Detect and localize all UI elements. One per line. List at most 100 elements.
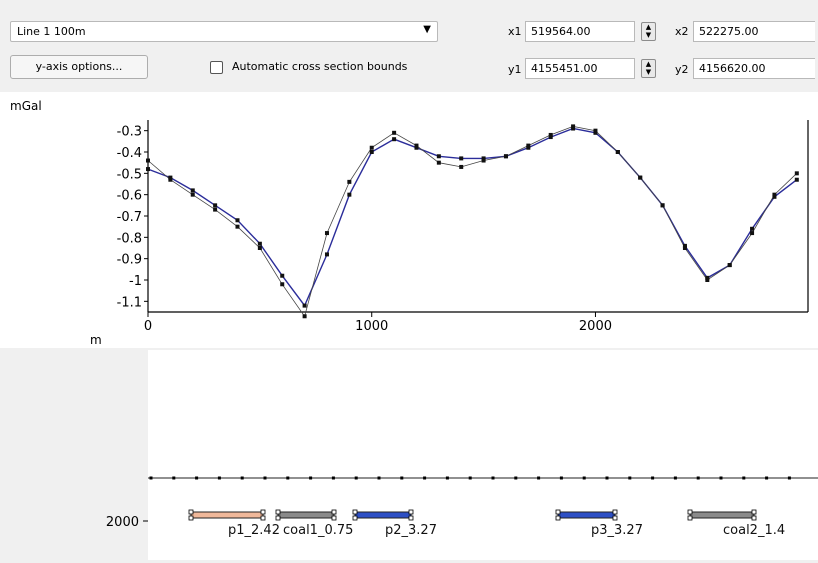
modeled-line — [147, 127, 798, 307]
data-point — [593, 128, 598, 133]
station-marker — [537, 476, 541, 480]
data-point — [615, 150, 620, 154]
y-tick-label: -0.4 — [117, 146, 142, 161]
data-point — [235, 218, 240, 223]
data-point — [168, 175, 173, 180]
y-axis-title: mGal — [10, 99, 42, 113]
data-point — [213, 203, 218, 208]
data-point — [459, 164, 464, 169]
data-point — [436, 154, 441, 159]
auto-bounds-checkbox[interactable] — [210, 61, 223, 74]
section-body — [277, 511, 335, 519]
data-point — [750, 231, 755, 236]
data-point — [324, 252, 329, 257]
data-point — [168, 177, 173, 182]
station-marker — [696, 476, 700, 480]
body-vertex-handle — [555, 515, 561, 521]
y1-field[interactable]: 4155451.00 — [525, 58, 635, 79]
data-point — [526, 145, 531, 150]
data-point — [235, 224, 240, 229]
data-point — [548, 132, 553, 137]
data-point — [392, 137, 397, 142]
section-bodies: p1_2.42 coal1_0.75 p2_3.27 p3_3.27 coal2_1.4 — [188, 509, 785, 538]
gravity-profile-chart: mGal m -0.3 -0.4 -0.5 -0.6 -0.7 -0.8 -0.9 -1 -1.… — [10, 99, 809, 347]
body-vertex-handle — [275, 509, 281, 515]
x1-spinner[interactable]: ▲ ▼ — [641, 22, 656, 41]
body-vertex-handle — [260, 509, 266, 515]
section-canvas — [148, 350, 818, 560]
y-tick-label: -0.7 — [117, 210, 142, 225]
data-point — [794, 171, 799, 176]
body-vertex-handle — [612, 509, 618, 515]
section-body-label: coal2_1.4 — [723, 523, 785, 538]
section-body-label: p3_3.27 — [591, 523, 643, 538]
auto-bounds-label: Automatic cross section bounds — [232, 60, 408, 73]
station-marker — [172, 476, 176, 480]
y-tick-label: -0.8 — [117, 231, 142, 246]
section-ytick-label: 2000 — [106, 515, 139, 530]
station-line — [148, 476, 818, 480]
body-vertex-handle — [751, 509, 757, 515]
data-point — [347, 179, 352, 184]
station-marker — [628, 476, 632, 480]
station-marker — [605, 476, 609, 480]
station-marker — [377, 476, 381, 480]
x-tick-label: 0 — [144, 319, 152, 334]
data-point — [727, 263, 732, 268]
section-body — [689, 511, 755, 519]
section-body-label: p1_2.42 — [228, 523, 280, 538]
gravity-series — [147, 125, 798, 318]
x1-field[interactable]: 519564.00 — [525, 21, 635, 42]
y1-spinner[interactable]: ▲ ▼ — [641, 59, 656, 78]
gravity-profile-panel[interactable]: mGal m -0.3 -0.4 -0.5 -0.6 -0.7 -0.8 -0.9 -1 -1.… — [0, 92, 818, 348]
line-select[interactable]: Line 1 100m ▼ — [10, 21, 438, 42]
y2-field[interactable]: 4156620.00 — [693, 58, 815, 79]
y2-label: y2 — [675, 63, 689, 76]
body-vertex-handle — [612, 515, 618, 521]
x-tick-label: 2000 — [579, 319, 612, 334]
data-point — [750, 226, 755, 231]
data-point — [571, 126, 576, 131]
y-tick-label: -1.1 — [117, 295, 142, 310]
body-vertex-handle — [331, 515, 337, 521]
x-tick-label: 1000 — [355, 319, 388, 334]
station-marker — [765, 476, 769, 480]
station-marker — [445, 476, 449, 480]
station-marker — [423, 476, 427, 480]
station-marker — [514, 476, 518, 480]
data-point — [772, 194, 777, 199]
y-axis-options-button[interactable]: y-axis options... — [10, 55, 148, 79]
data-point — [190, 188, 195, 193]
data-point — [213, 207, 218, 212]
chevron-down-icon[interactable]: ▼ — [423, 24, 431, 35]
data-point — [190, 192, 195, 197]
data-point — [324, 231, 329, 236]
station-marker — [719, 476, 723, 480]
station-marker — [651, 476, 655, 480]
data-point — [481, 158, 486, 163]
data-point — [705, 275, 710, 280]
data-point — [414, 145, 419, 150]
section-body — [354, 511, 412, 519]
data-point — [280, 273, 285, 278]
station-marker — [673, 476, 677, 480]
data-point — [146, 167, 150, 172]
data-point — [571, 124, 576, 129]
body-vertex-handle — [408, 515, 414, 521]
cross-section-panel[interactable]: 2000 p1_2.42 coal1_0.75 p2_3.27 p3_3.27 coal… — [0, 350, 818, 560]
body-vertex-handle — [751, 515, 757, 521]
y-tick-label: -1 — [129, 274, 142, 289]
station-marker — [217, 476, 221, 480]
data-point — [257, 246, 262, 250]
data-point — [146, 158, 150, 163]
section-body — [190, 511, 264, 519]
body-vertex-handle — [687, 509, 693, 515]
data-point — [705, 278, 710, 282]
station-marker — [742, 476, 746, 480]
data-point — [638, 175, 643, 180]
x2-field[interactable]: 522275.00 — [693, 21, 815, 42]
body-vertex-handle — [188, 515, 194, 521]
body-vertex-handle — [352, 515, 358, 521]
data-point — [369, 150, 374, 154]
data-point — [772, 192, 777, 197]
